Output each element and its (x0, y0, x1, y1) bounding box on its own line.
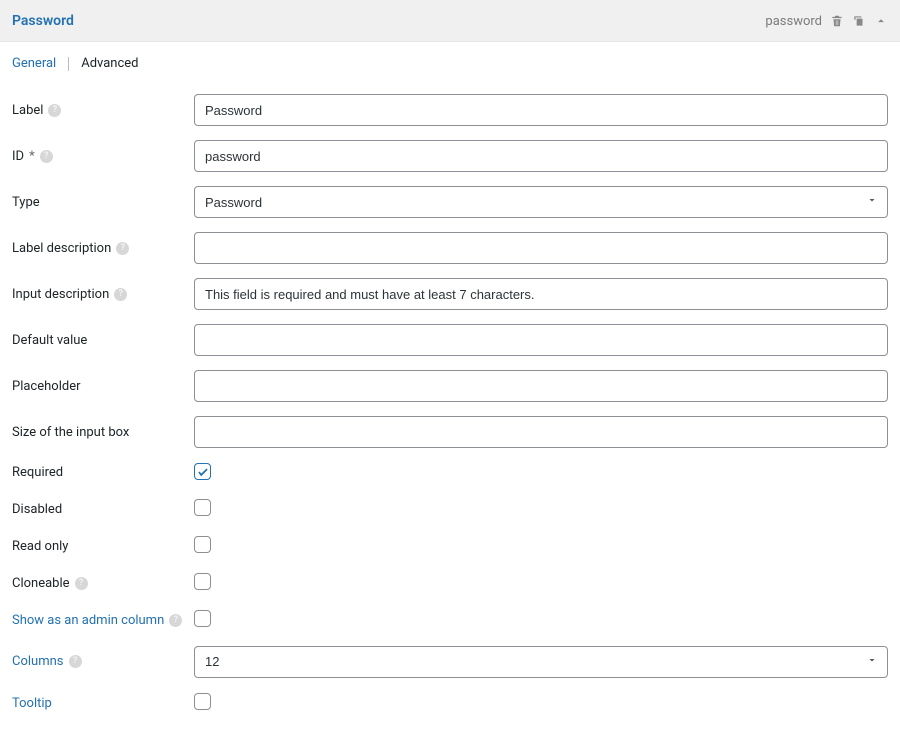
row-label: Label ? (12, 87, 888, 133)
readonly-checkbox[interactable] (194, 536, 211, 553)
collapse-icon[interactable] (874, 14, 888, 28)
panel-header: Password password (0, 0, 900, 42)
label-size: Size of the input box (12, 425, 129, 440)
label-placeholder: Placeholder (12, 379, 81, 394)
row-default-value: Default value (12, 317, 888, 363)
row-cloneable: Cloneable ? (12, 565, 888, 602)
tabs: General Advanced (0, 42, 900, 81)
label-label-desc: Label description (12, 241, 111, 256)
tab-advanced[interactable]: Advanced (81, 56, 138, 71)
duplicate-icon[interactable] (852, 14, 866, 28)
row-label-desc: Label description ? (12, 225, 888, 271)
help-icon[interactable]: ? (48, 104, 61, 117)
row-tooltip: Tooltip (12, 685, 888, 722)
label-type: Type (12, 195, 40, 210)
required-mark: * (29, 149, 35, 164)
size-input[interactable] (194, 416, 888, 448)
help-icon[interactable]: ? (116, 242, 129, 255)
row-size: Size of the input box (12, 409, 888, 455)
panel-header-actions: password (765, 14, 888, 29)
label-admin-column[interactable]: Show as an admin column (12, 613, 164, 628)
tab-general[interactable]: General (12, 56, 56, 71)
row-placeholder: Placeholder (12, 363, 888, 409)
field-type-badge: password (765, 14, 822, 29)
row-readonly: Read only (12, 528, 888, 565)
input-desc-input[interactable] (194, 278, 888, 310)
label-readonly: Read only (12, 539, 68, 554)
disabled-checkbox[interactable] (194, 499, 211, 516)
help-icon[interactable]: ? (114, 288, 127, 301)
row-type: Type Password (12, 179, 888, 225)
row-input-desc: Input description ? (12, 271, 888, 317)
default-value-input[interactable] (194, 324, 888, 356)
label-desc-input[interactable] (194, 232, 888, 264)
form-body: Label ? ID * ? Type Password (0, 81, 900, 738)
row-disabled: Disabled (12, 491, 888, 528)
id-input[interactable] (194, 140, 888, 172)
row-admin-column: Show as an admin column ? (12, 602, 888, 639)
tooltip-checkbox[interactable] (194, 693, 211, 710)
label-input[interactable] (194, 94, 888, 126)
row-columns: Columns ? 12 (12, 639, 888, 685)
label-required: Required (12, 465, 63, 480)
columns-select[interactable]: 12 (194, 646, 888, 678)
row-required: Required (12, 455, 888, 491)
label-disabled: Disabled (12, 502, 62, 517)
required-checkbox[interactable] (194, 463, 211, 480)
label-label: Label (12, 103, 43, 118)
help-icon[interactable]: ? (169, 614, 182, 627)
placeholder-input[interactable] (194, 370, 888, 402)
label-tooltip[interactable]: Tooltip (12, 696, 52, 711)
cloneable-checkbox[interactable] (194, 573, 211, 590)
help-icon[interactable]: ? (40, 150, 53, 163)
panel-title: Password (12, 13, 74, 29)
type-select[interactable]: Password (194, 186, 888, 218)
admin-column-checkbox[interactable] (194, 610, 211, 627)
label-id: ID (12, 149, 24, 164)
label-columns[interactable]: Columns (12, 654, 64, 669)
label-default-value: Default value (12, 333, 87, 348)
tab-separator (68, 57, 69, 71)
delete-icon[interactable] (830, 14, 844, 28)
help-icon[interactable]: ? (69, 655, 82, 668)
help-icon[interactable]: ? (75, 577, 88, 590)
label-input-desc: Input description (12, 287, 109, 302)
row-id: ID * ? (12, 133, 888, 179)
label-cloneable: Cloneable (12, 576, 70, 591)
